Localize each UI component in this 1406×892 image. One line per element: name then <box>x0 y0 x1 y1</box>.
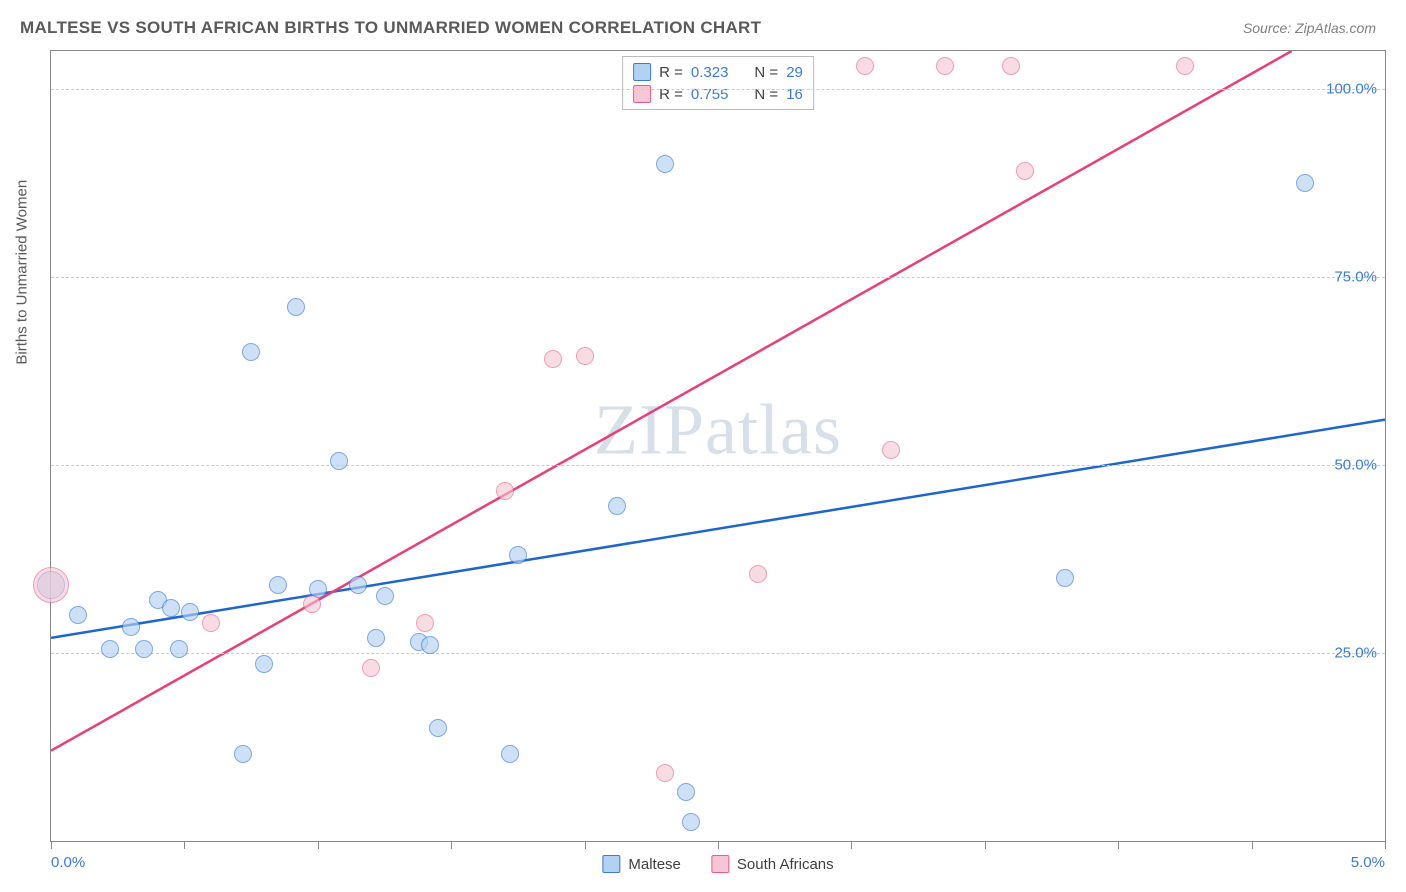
gridline <box>51 89 1385 90</box>
x-tick <box>1252 841 1253 849</box>
chart-plot-area: ZIPatlas R = 0.323 N = 29 R = 0.755 N = … <box>50 50 1386 842</box>
data-point <box>882 441 900 459</box>
data-point <box>608 497 626 515</box>
data-point <box>376 587 394 605</box>
data-point <box>496 482 514 500</box>
data-point <box>303 595 321 613</box>
data-point <box>936 57 954 75</box>
x-tick <box>318 841 319 849</box>
data-point <box>69 606 87 624</box>
y-tick-label: 100.0% <box>1326 80 1377 97</box>
x-tick <box>451 841 452 849</box>
data-point <box>421 636 439 654</box>
correlation-legend: R = 0.323 N = 29 R = 0.755 N = 16 <box>622 56 814 110</box>
data-point <box>242 343 260 361</box>
legend-item-maltese: Maltese <box>602 855 681 873</box>
data-point <box>1176 57 1194 75</box>
correlation-legend-row-maltese: R = 0.323 N = 29 <box>633 61 803 83</box>
data-point <box>656 764 674 782</box>
chart-title: MALTESE VS SOUTH AFRICAN BIRTHS TO UNMAR… <box>20 18 761 37</box>
data-point <box>162 599 180 617</box>
data-point <box>677 783 695 801</box>
data-point <box>287 298 305 316</box>
x-tick <box>718 841 719 849</box>
swatch-maltese <box>633 63 651 81</box>
data-point <box>429 719 447 737</box>
y-tick-label: 25.0% <box>1334 644 1377 661</box>
data-point <box>33 567 69 603</box>
data-point <box>122 618 140 636</box>
data-point <box>576 347 594 365</box>
plot-surface: ZIPatlas R = 0.323 N = 29 R = 0.755 N = … <box>51 51 1385 841</box>
gridline <box>51 277 1385 278</box>
series-legend: Maltese South Africans <box>602 855 833 873</box>
data-point <box>544 350 562 368</box>
data-point <box>856 57 874 75</box>
gridline <box>51 465 1385 466</box>
x-tick <box>1118 841 1119 849</box>
data-point <box>349 576 367 594</box>
y-tick-label: 75.0% <box>1334 268 1377 285</box>
legend-swatch-maltese <box>602 855 620 873</box>
x-tick <box>851 841 852 849</box>
y-axis-title: Births to Unmarried Women <box>14 180 31 365</box>
r-value-maltese: 0.323 <box>691 64 729 81</box>
data-point <box>509 546 527 564</box>
data-point <box>682 813 700 831</box>
data-point <box>234 745 252 763</box>
x-axis-min-label: 0.0% <box>51 854 85 871</box>
n-value-maltese: 29 <box>786 64 803 81</box>
data-point <box>1016 162 1034 180</box>
data-point <box>656 155 674 173</box>
data-point <box>749 565 767 583</box>
trend-line <box>51 420 1385 638</box>
x-axis-max-label: 5.0% <box>1351 854 1385 871</box>
x-tick <box>585 841 586 849</box>
legend-item-sa: South Africans <box>711 855 834 873</box>
trend-line <box>51 51 1292 751</box>
n-label: N = <box>754 64 778 81</box>
data-point <box>1296 174 1314 192</box>
data-point <box>135 640 153 658</box>
data-point <box>1056 569 1074 587</box>
y-tick-label: 50.0% <box>1334 456 1377 473</box>
data-point <box>330 452 348 470</box>
legend-label-sa: South Africans <box>737 856 834 873</box>
chart-source: Source: ZipAtlas.com <box>1243 20 1376 36</box>
data-point <box>255 655 273 673</box>
chart-header: MALTESE VS SOUTH AFRICAN BIRTHS TO UNMAR… <box>20 18 1386 48</box>
data-point <box>501 745 519 763</box>
legend-label-maltese: Maltese <box>628 856 681 873</box>
legend-swatch-sa <box>711 855 729 873</box>
x-tick <box>184 841 185 849</box>
data-point <box>416 614 434 632</box>
r-label: R = <box>659 64 683 81</box>
data-point <box>367 629 385 647</box>
data-point <box>181 603 199 621</box>
correlation-legend-row-sa: R = 0.755 N = 16 <box>633 83 803 105</box>
x-tick <box>985 841 986 849</box>
data-point <box>101 640 119 658</box>
data-point <box>269 576 287 594</box>
data-point <box>362 659 380 677</box>
watermark: ZIPatlas <box>594 389 842 472</box>
data-point <box>202 614 220 632</box>
data-point <box>1002 57 1020 75</box>
x-tick <box>1385 841 1386 849</box>
data-point <box>170 640 188 658</box>
x-tick <box>51 841 52 849</box>
gridline <box>51 653 1385 654</box>
trend-lines <box>51 51 1385 841</box>
